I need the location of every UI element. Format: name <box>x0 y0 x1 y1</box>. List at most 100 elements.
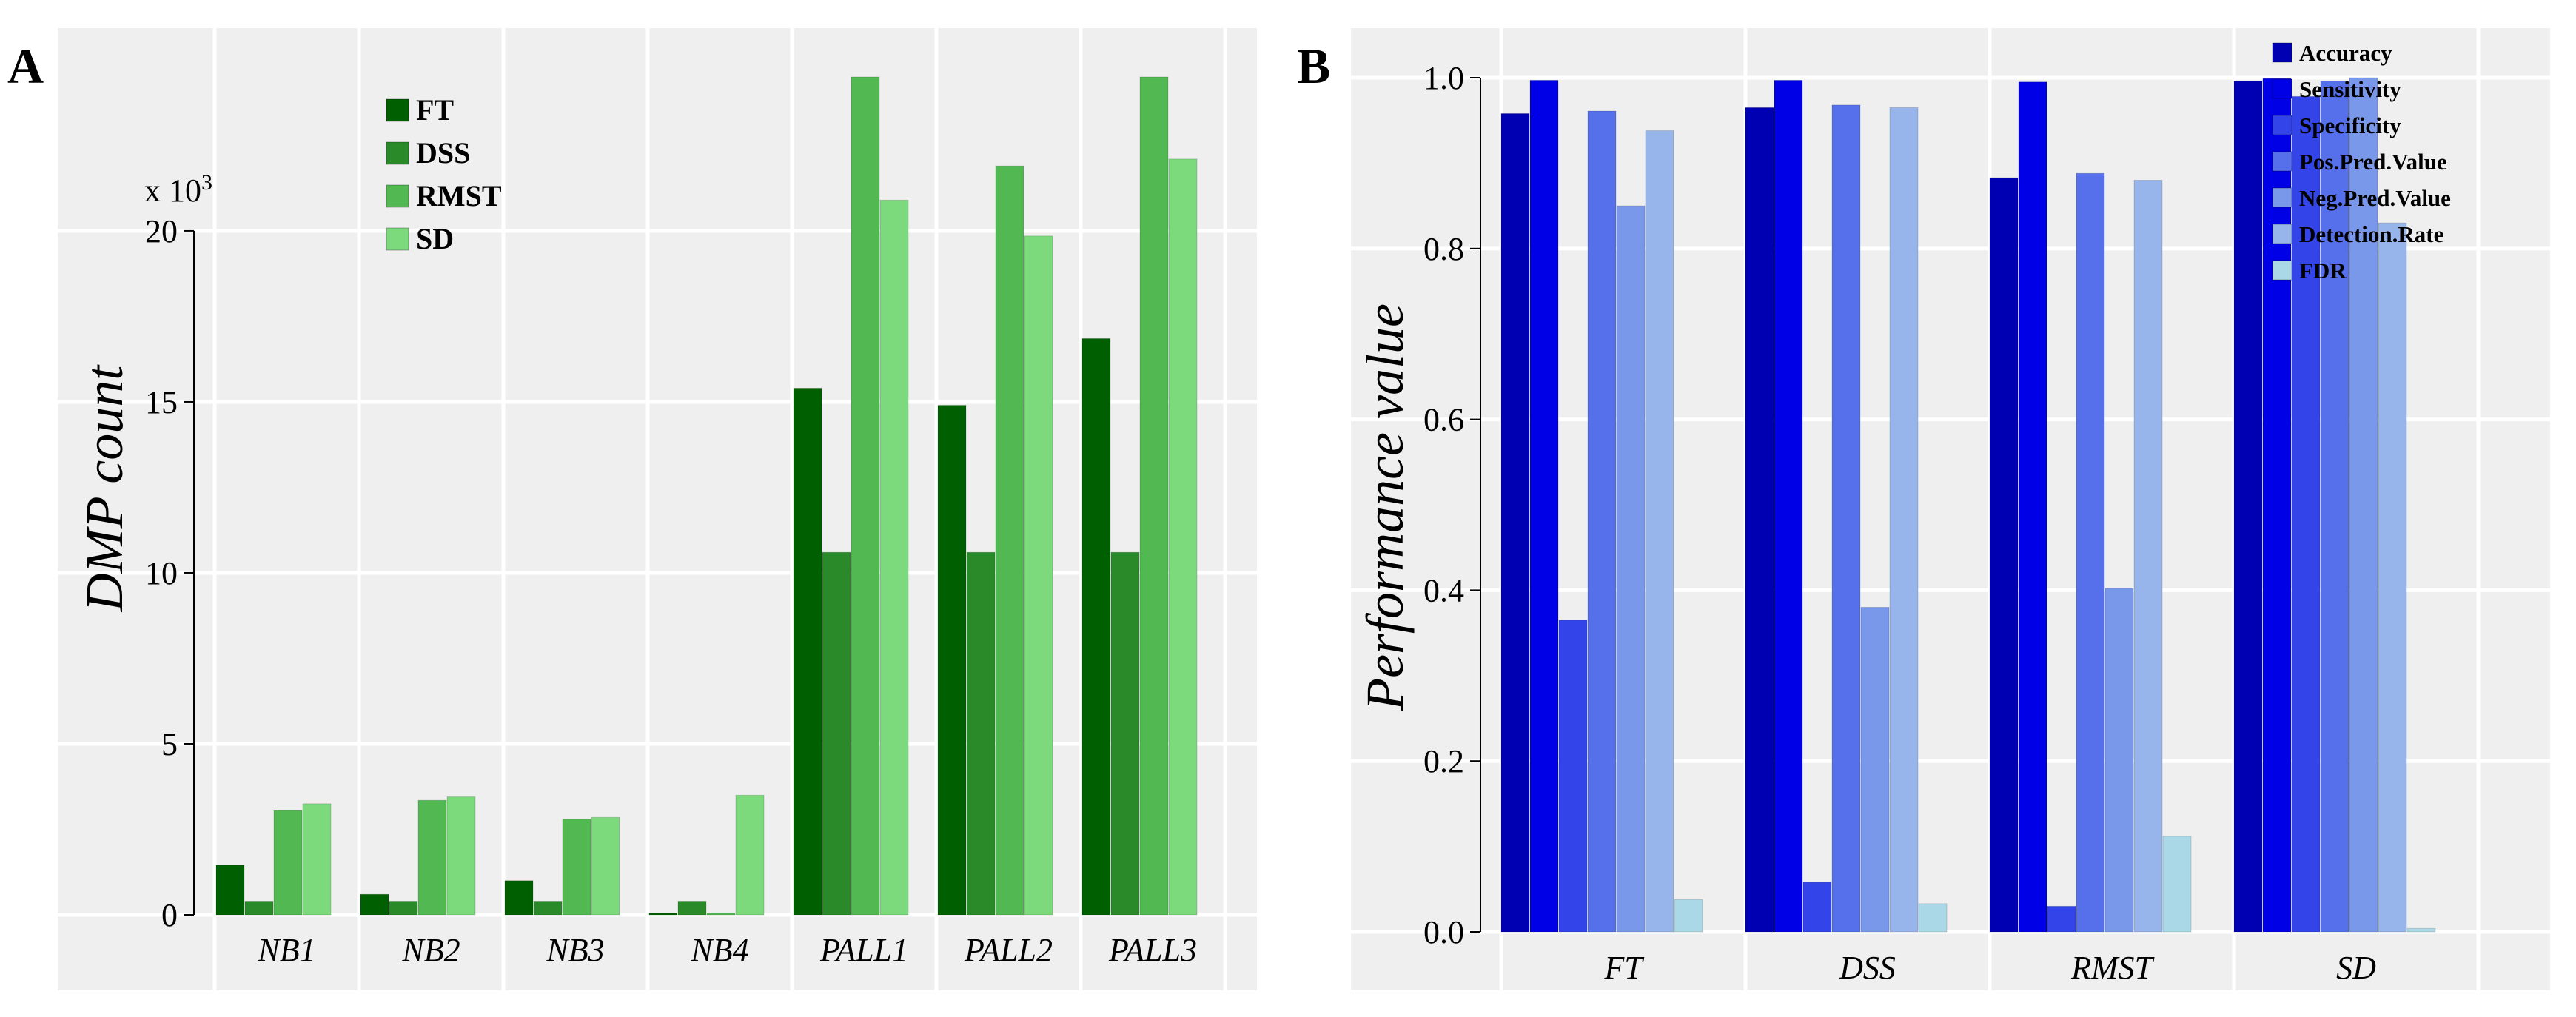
b-legend-label-accuracy: Accuracy <box>2299 40 2392 66</box>
a-bar-nb3-sd <box>591 816 620 916</box>
b-bar-dss-detection-rate <box>1889 107 1919 933</box>
b-bar-rmst-specificity <box>2047 905 2076 933</box>
panel-b-y-axis-title: Performance value <box>1355 303 1415 711</box>
b-bar-sd-sensitivity <box>2262 78 2292 933</box>
panel-b-x-axis-labels: FT DSS RMST SD <box>1603 950 2376 986</box>
b-y-tick-label-0: 0.0 <box>1423 914 1464 950</box>
a-y-tick-label-1: 5 <box>161 726 178 762</box>
b-legend-label-specificity: Specificity <box>2299 113 2401 138</box>
b-bar-rmst-fdr <box>2162 836 2192 933</box>
a-bar-nb4-ft <box>648 913 678 916</box>
b-bar-ft-accuracy <box>1500 113 1530 933</box>
a-bar-pall2-rmst <box>995 165 1024 916</box>
b-bar-dss-sensitivity <box>1774 79 1803 933</box>
panel-a-y-axis: 0 5 10 15 20 <box>145 213 195 933</box>
panel-a-label: A <box>7 38 44 94</box>
b-legend-swatch-sensitivity <box>2272 78 2292 99</box>
b-bar-ft-specificity <box>1558 620 1588 933</box>
b-bar-dss-pos-pred-value <box>1831 104 1861 933</box>
b-legend-label-sensitivity: Sensitivity <box>2299 76 2401 102</box>
panel-a-x-axis-labels: NB1 NB2 NB3 NB4 PALL1 PALL2 PALL3 <box>257 932 1197 968</box>
a-legend-label-dss: DSS <box>416 136 470 170</box>
a-x-tick-label-nb2: NB2 <box>401 932 460 968</box>
a-x-tick-label-pall3: PALL3 <box>1108 932 1197 968</box>
b-bar-dss-fdr <box>1918 903 1948 933</box>
a-x-tick-label-pall1: PALL1 <box>819 932 908 968</box>
a-legend-swatch-ft <box>386 98 409 122</box>
a-bar-pall3-rmst <box>1139 76 1169 916</box>
a-x-tick-label-nb3: NB3 <box>546 932 604 968</box>
a-bar-nb1-dss <box>244 901 274 916</box>
b-legend-label-detection-rate: Detection.Rate <box>2299 221 2443 247</box>
panel-a-y-axis-title: DMP count <box>75 364 134 613</box>
b-y-tick-label-1: 0.2 <box>1423 743 1464 779</box>
b-x-tick-label-dss: DSS <box>1839 950 1896 986</box>
b-y-tick-label-5: 1.0 <box>1423 60 1464 96</box>
b-x-tick-label-rmst: RMST <box>2070 950 2156 986</box>
a-x-tick-label-nb1: NB1 <box>257 932 315 968</box>
b-legend-swatch-fdr <box>2272 260 2292 281</box>
a-legend-swatch-rmst <box>386 184 409 208</box>
b-bar-ft-detection-rate <box>1645 130 1674 933</box>
a-bar-nb2-sd <box>446 796 476 916</box>
b-legend-swatch-detection-rate <box>2272 224 2292 244</box>
panel-b-label: B <box>1297 38 1330 94</box>
b-bar-rmst-detection-rate <box>2133 179 2163 933</box>
panel-a-legend: FT DSS RMST SD <box>386 93 502 255</box>
a-x-tick-label-pall2: PALL2 <box>964 932 1053 968</box>
a-legend-label-sd: SD <box>416 222 454 255</box>
b-x-tick-label-sd: SD <box>2336 950 2376 986</box>
panel-a-gridlines <box>58 28 1257 990</box>
b-legend-label-fdr: FDR <box>2299 258 2347 283</box>
b-bar-sd-fdr <box>2406 927 2436 933</box>
a-bar-pall3-ft <box>1081 338 1111 916</box>
a-bar-nb4-rmst <box>706 913 736 916</box>
b-bar-sd-detection-rate <box>2378 222 2407 933</box>
panel-b-bars <box>1500 77 2436 933</box>
b-y-tick-label-4: 0.8 <box>1423 231 1464 267</box>
a-y-tick-label-2: 10 <box>145 555 178 591</box>
a-bar-nb3-ft <box>504 880 534 916</box>
a-bar-nb3-rmst <box>562 819 591 916</box>
a-bar-nb2-dss <box>389 901 418 916</box>
b-bar-sd-specificity <box>2291 95 2321 933</box>
panel-a-plot-background <box>58 28 1257 990</box>
panel-a-y-multiplier: x 103 <box>144 170 212 209</box>
a-bar-nb3-dss <box>533 901 563 916</box>
b-bar-ft-neg-pred-value <box>1616 205 1646 933</box>
b-bar-sd-pos-pred-value <box>2320 81 2349 933</box>
b-legend-swatch-pos-pred-value <box>2272 151 2292 172</box>
b-bar-dss-specificity <box>1802 882 1832 933</box>
b-bar-rmst-neg-pred-value <box>2104 588 2134 933</box>
a-bar-pall2-ft <box>937 405 967 916</box>
b-bar-ft-pos-pred-value <box>1587 110 1617 933</box>
a-bar-pall1-dss <box>822 551 851 916</box>
a-y-tick-label-0: 0 <box>161 897 178 933</box>
a-legend-swatch-sd <box>386 227 409 251</box>
b-x-tick-label-ft: FT <box>1603 950 1645 986</box>
panel-b-legend: Accuracy Sensitivity Specificity Pos.Pred.V… <box>2272 40 2451 283</box>
a-legend-swatch-dss <box>386 141 409 165</box>
panel-a-bars <box>215 76 1198 916</box>
b-bar-rmst-accuracy <box>1989 177 2019 933</box>
b-legend-swatch-accuracy <box>2272 42 2292 63</box>
b-legend-swatch-specificity <box>2272 115 2292 135</box>
a-bar-nb1-rmst <box>273 810 303 916</box>
b-legend-swatch-neg-pred-value <box>2272 187 2292 208</box>
b-legend-label-neg-pred-value: Neg.Pred.Value <box>2299 185 2451 211</box>
a-legend-label-rmst: RMST <box>416 179 502 212</box>
a-y-tick-label-4: 20 <box>145 213 178 249</box>
a-bar-nb4-sd <box>735 794 765 916</box>
panel-a-dmp-count-chart: A 0 5 10 15 20 NB1 NB2 NB3 NB4 PALL1 PALL2 PALL3 F… <box>7 28 1257 990</box>
panel-b-y-axis: 0.0 0.2 0.4 0.6 0.8 1.0 <box>1423 60 1481 950</box>
a-bar-nb2-ft <box>360 893 389 916</box>
b-bar-dss-neg-pred-value <box>1860 606 1890 933</box>
a-x-tick-label-nb4: NB4 <box>690 932 748 968</box>
b-bar-sd-accuracy <box>2233 81 2263 933</box>
a-legend-label-ft: FT <box>416 93 454 127</box>
panel-b-performance-chart: B 0.0 0.2 0.4 0.6 0.8 1.0 FT DSS RMST SD Accurac… <box>1297 28 2550 990</box>
a-bar-pall2-sd <box>1024 235 1053 916</box>
a-bar-pall1-sd <box>879 199 909 916</box>
b-bar-rmst-pos-pred-value <box>2076 172 2105 933</box>
a-bar-pall3-sd <box>1168 158 1198 916</box>
